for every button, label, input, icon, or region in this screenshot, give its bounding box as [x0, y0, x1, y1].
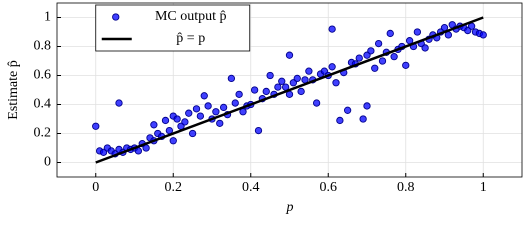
- scatter-point: [216, 119, 224, 128]
- x-tick-label: 1: [480, 180, 487, 195]
- scatter-point: [274, 83, 282, 91]
- scatter-point: [374, 39, 383, 48]
- y-axis-label: Estimate p̂: [6, 60, 21, 120]
- scatter-point: [161, 116, 170, 125]
- x-tick-label: 0.6: [320, 180, 338, 195]
- legend-label: p̂ = p: [176, 31, 205, 46]
- scatter-point: [150, 121, 158, 129]
- scatter-point: [367, 47, 375, 55]
- y-tick-label: 0.2: [34, 126, 52, 141]
- scatter-point: [336, 116, 344, 125]
- scatter-point: [181, 118, 189, 126]
- scatter-point: [227, 74, 236, 83]
- scatter-point: [293, 74, 301, 83]
- x-tick-label: 0.8: [397, 180, 415, 195]
- scatter-point: [359, 115, 367, 123]
- scatter-point: [250, 86, 259, 94]
- scatter-point: [479, 31, 487, 39]
- scatter-point: [355, 54, 363, 62]
- scatter-point: [378, 57, 387, 65]
- line: [95, 16, 484, 164]
- scatter-point: [262, 87, 270, 96]
- scatter-point: [390, 53, 398, 61]
- scatter-point: [200, 92, 208, 100]
- x-axis-label: p: [286, 200, 294, 215]
- legend: MC output p̂ p̂ = p: [95, 4, 251, 52]
- scatter-point: [421, 44, 429, 52]
- scatter-point: [188, 129, 197, 138]
- scatter-point: [312, 99, 321, 107]
- scatter-point: [235, 90, 243, 99]
- scatter-point: [192, 105, 201, 113]
- scatter-point: [343, 106, 352, 114]
- scatter-point: [285, 51, 294, 59]
- scatter-point: [328, 63, 336, 71]
- y-tick-label: 0.8: [34, 39, 52, 54]
- x-tick-label: 0.2: [165, 180, 183, 195]
- scatter-point: [212, 108, 220, 116]
- x-tick-label: 0.4: [242, 180, 260, 195]
- plot-frame: [56, 2, 523, 178]
- scatter-point: [92, 122, 100, 130]
- scatter-point: [254, 126, 263, 135]
- scatter-point: [204, 102, 212, 110]
- scatter-point: [332, 79, 340, 87]
- legend-box: [95, 4, 251, 52]
- legend-marker: [112, 13, 120, 21]
- scatter-point: [196, 112, 205, 120]
- scatter-point: [305, 67, 313, 75]
- y-tick-label: 1: [44, 10, 51, 25]
- scatter-point: [185, 109, 193, 117]
- scatter-point: [386, 29, 394, 38]
- scatter-point: [371, 64, 379, 72]
- scatter-point: [115, 99, 123, 107]
- scatter-point: [297, 87, 305, 96]
- y-tick-label: 0.4: [34, 97, 52, 112]
- y-tick-label: 0: [44, 155, 51, 170]
- x-tick-label: 0: [92, 180, 99, 195]
- scatter-point: [169, 137, 177, 145]
- scatter-point: [231, 99, 239, 107]
- scatter-point: [328, 25, 336, 33]
- scatter-point: [219, 103, 228, 112]
- y-tick-label: 0.6: [34, 68, 52, 83]
- legend-label: MC output p̂: [155, 9, 227, 24]
- scatter-point: [413, 28, 422, 36]
- scatter-point: [266, 71, 274, 80]
- scatter-point: [363, 102, 371, 110]
- scatter-point: [278, 77, 286, 85]
- scatter-point: [173, 115, 181, 123]
- chart: p Estimate p̂ 0 0.2 0.4 0.6 0.8 1 0 0.2 0.4 0.6 0.…: [6, 2, 523, 215]
- scatter-point: [402, 61, 410, 69]
